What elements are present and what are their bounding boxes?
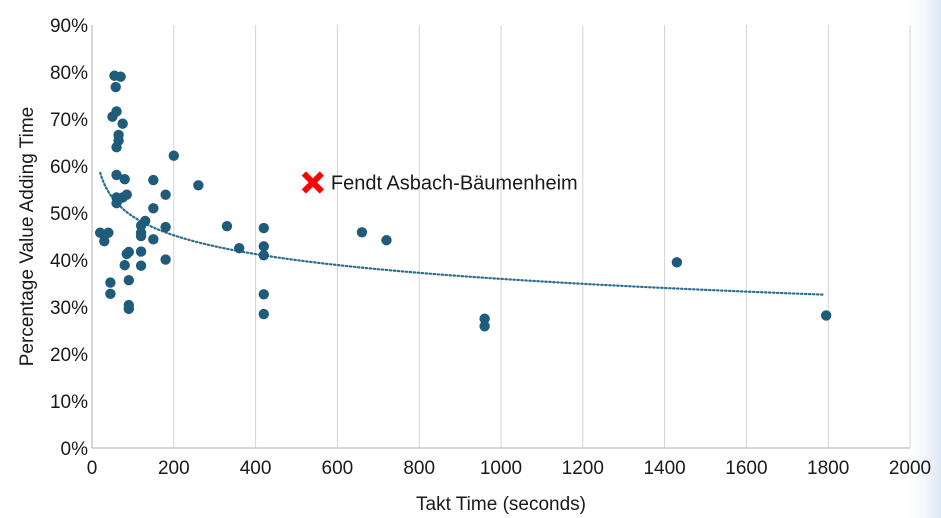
data-point [111,169,122,181]
data-point [123,246,135,258]
x-tick-label: 1800 [807,458,849,479]
annotation-x-marker [301,171,324,194]
x-tick-label: 1600 [725,458,767,479]
data-point [105,288,116,300]
annotation-label: Fendt Asbach-Bäumenheim [331,172,578,194]
y-tick-label: 30% [50,298,88,319]
y-tick-labels: 0% 10% 20% 30% 40% 50% 60% 70% 80% 90% [50,16,88,460]
data-point [148,174,159,186]
y-tick-label: 50% [50,204,88,225]
y-tick-label: 10% [50,392,88,413]
data-point [820,310,832,321]
data-point [258,241,269,252]
y-axis-title: Percentage Value Adding Time [17,107,38,367]
data-point [221,220,233,232]
y-tick-label: 70% [50,110,88,131]
gridlines [173,25,911,448]
data-point [135,230,147,242]
data-point [258,289,269,300]
y-tick-label: 60% [50,157,88,178]
data-point [117,118,128,129]
y-tick-label: 0% [61,439,89,460]
data-point [356,227,368,238]
data-point [115,71,126,82]
data-point [148,203,159,214]
data-point [479,313,490,324]
data-point [119,259,130,271]
data-point [110,81,121,93]
data-point [258,250,269,261]
background-edge-tint [900,0,941,518]
data-point [234,243,245,254]
axes [91,25,910,449]
x-tick-label: 400 [240,458,272,479]
data-point [135,246,147,257]
data-point [123,303,135,315]
x-axis-title: Takt Time (seconds) [416,494,586,515]
data-point [168,150,179,161]
data-point [123,275,135,286]
data-point [94,227,106,238]
x-tick-label: 2000 [889,458,931,479]
data-point [139,215,151,227]
y-tick-label: 80% [50,63,88,84]
data-point [135,260,147,271]
data-point [113,135,124,146]
y-tick-label: 40% [50,251,88,272]
trendline [99,171,826,296]
data-point [671,257,683,268]
y-tick-label: 90% [50,16,88,37]
x-tick-label: 600 [322,458,354,479]
x-tick-label: 0 [87,458,98,479]
data-point [111,106,122,117]
annotation-x-stroke [301,171,324,194]
data-point [99,236,110,247]
annotation: Fendt Asbach-Bäumenheim [301,171,578,194]
data-point [160,221,171,233]
data-point [381,235,392,246]
data-point [479,321,490,332]
x-tick-label: 200 [158,458,190,479]
data-point [193,180,204,191]
data-point [160,189,171,200]
x-tick-label: 1200 [562,458,604,479]
data-point [119,173,130,185]
x-tick-label: 1400 [643,458,685,479]
data-point [148,234,159,245]
data-point [258,308,269,320]
y-tick-label: 20% [50,345,88,366]
x-tick-labels: 0 200 400 600 800 1000 1200 1400 1600 1800 2000 [87,458,931,479]
data-point [103,227,114,238]
x-tick-label: 800 [403,458,435,479]
data-points [94,70,832,332]
data-point [105,277,116,288]
data-point [160,254,171,265]
data-point [121,189,132,200]
data-point [258,222,269,234]
x-tick-label: 1000 [480,458,522,479]
